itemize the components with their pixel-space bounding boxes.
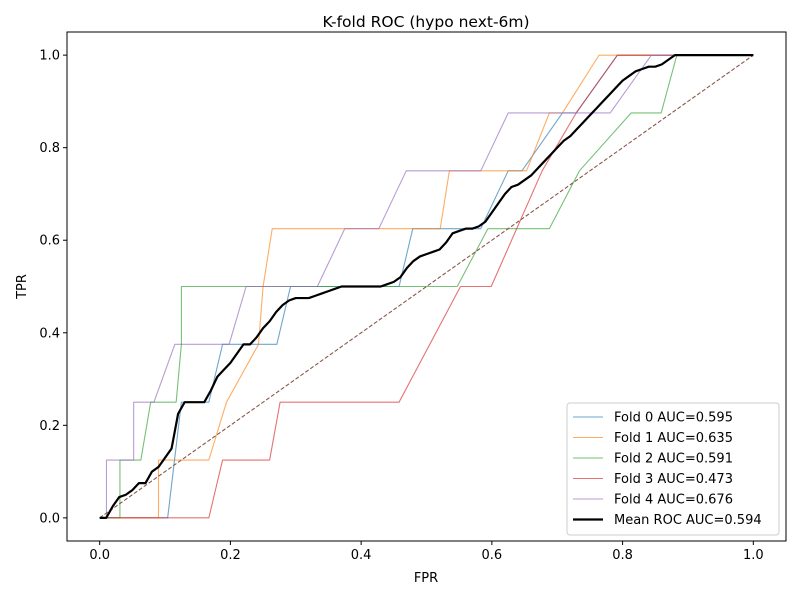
legend-entry-label: Fold 0 AUC=0.595 <box>614 411 733 426</box>
x-axis-label: FPR <box>414 571 438 586</box>
legend-entry-label: Fold 2 AUC=0.591 <box>614 452 733 467</box>
plot-area <box>66 31 787 542</box>
x-tick-label: 0.6 <box>482 548 503 563</box>
chance-diagonal-line <box>99 54 754 519</box>
x-axis: 0.0 0.2 0.4 0.6 0.8 1.0 <box>89 541 764 563</box>
axes-frame <box>66 31 787 542</box>
y-tick-label: 0.8 <box>39 141 60 156</box>
legend-box <box>566 402 780 536</box>
y-tick-label: 0.4 <box>39 326 60 341</box>
fold-1-roc-line <box>99 54 754 519</box>
x-tick-label: 0.4 <box>351 548 372 563</box>
legend-entry-label: Fold 3 AUC=0.473 <box>614 472 733 487</box>
y-tick-label: 0.2 <box>39 419 60 434</box>
fold-4-roc-line <box>99 54 754 519</box>
legend: Fold 0 AUC=0.595 Fold 1 AUC=0.635 Fold 2 A… <box>566 402 780 536</box>
x-tick-label: 0.2 <box>220 548 241 563</box>
x-tick-label: 0.0 <box>89 548 110 563</box>
legend-entry-label: Fold 1 AUC=0.635 <box>614 431 733 446</box>
series-layer <box>99 54 754 519</box>
y-tick-label: 0.0 <box>39 511 60 526</box>
fold-3-roc-line <box>99 54 754 519</box>
y-axis-label: TPR <box>15 274 30 300</box>
y-axis: 0.0 0.2 0.4 0.6 0.8 1.0 <box>39 49 67 526</box>
mean-roc-line <box>99 54 754 519</box>
y-tick-label: 1.0 <box>39 49 60 64</box>
legend-entry-label: Mean ROC AUC=0.594 <box>614 513 762 528</box>
legend-entry-label: Fold 4 AUC=0.676 <box>614 493 733 508</box>
y-tick-label: 0.6 <box>39 234 60 249</box>
x-tick-label: 0.8 <box>612 548 633 563</box>
x-tick-label: 1.0 <box>743 548 764 563</box>
chart-title: K-fold ROC (hypo next-6m) <box>322 13 529 31</box>
fold-2-roc-line <box>99 54 754 519</box>
